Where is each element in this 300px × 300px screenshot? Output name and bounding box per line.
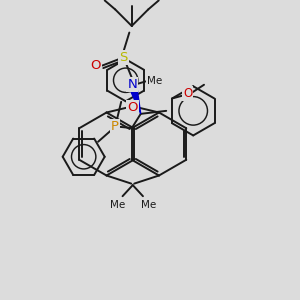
Text: N: N [128,78,137,91]
Text: Me: Me [147,76,162,86]
Text: Me: Me [141,200,156,210]
Text: O: O [183,87,192,100]
Text: P: P [111,120,119,133]
Text: O: O [128,100,138,114]
Text: O: O [91,59,101,72]
Text: Me: Me [110,200,125,210]
Polygon shape [128,83,141,114]
Text: S: S [119,51,128,64]
